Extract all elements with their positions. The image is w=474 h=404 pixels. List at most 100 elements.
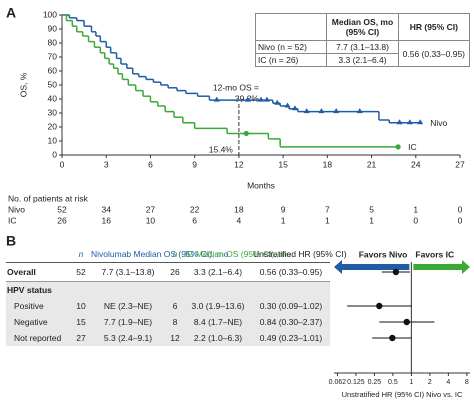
x-tick-label: 0.25	[368, 379, 382, 386]
hr-point	[392, 268, 400, 276]
x-tick-label: 15	[278, 159, 288, 169]
censor-mark	[318, 108, 325, 114]
table-cell: 0.56 (0.33–0.95)	[397, 40, 471, 67]
y-tick-label: 30	[48, 107, 58, 117]
x-axis-label: Months	[247, 180, 275, 190]
table-row: IC (n = 26) 3.3 (2.1–6.4)	[254, 53, 470, 67]
censor-mark	[333, 108, 340, 114]
annotation: Favors IC	[415, 249, 454, 259]
table-cell: 0.84 (0.30–2.37)	[252, 314, 330, 330]
table-cell: NE (2.3–NE)	[90, 298, 166, 314]
table-cell: IC (n = 26)	[254, 53, 328, 67]
table-cell: 52	[72, 262, 90, 282]
censor-mark	[291, 105, 298, 111]
arrow	[334, 260, 410, 274]
table-cell: Nivo (n = 52)	[254, 40, 328, 54]
x-tick-label: 2	[428, 379, 432, 386]
y-tick-label: 20	[48, 121, 58, 131]
hr-point	[389, 334, 396, 342]
y-tick-label: 50	[48, 79, 58, 89]
table-cell: 7.7 (1.9–NE)	[90, 314, 166, 330]
risk-value: 0	[413, 215, 418, 225]
table-cell: 27	[72, 330, 90, 346]
censor-mark	[356, 108, 363, 114]
table-cell: 3.3 (2.1–6.4)	[326, 53, 399, 67]
header-cell: n	[172, 249, 178, 259]
x-tick-label: 0	[60, 159, 65, 169]
y-axis-label: OS, %	[18, 72, 28, 97]
table-cell: Negative	[6, 314, 72, 330]
table-cell: 7.7 (3.1–13.8)	[90, 262, 166, 282]
table-cell: 0.56 (0.33–0.95)	[252, 262, 330, 282]
header-cell: IC Median OS (95% CI), mo	[185, 249, 291, 259]
x-tick-label: 21	[367, 159, 377, 169]
table-cell: 0.49 (0.23–1.01)	[252, 330, 330, 346]
table-row: Not reported 27 5.3 (2.4–9.1) 12 2.2 (1.0–6.…	[6, 330, 330, 346]
x-tick-label: 0.125	[347, 379, 365, 386]
y-tick-label: 90	[48, 23, 58, 33]
x-tick-label: 0.062	[329, 379, 347, 386]
censor-mark	[213, 96, 220, 102]
table-cell: 2.2 (1.0–6.3)	[184, 330, 252, 346]
risk-value: 10	[146, 215, 156, 225]
table-cell: 15	[72, 314, 90, 330]
table-cell: 3.3 (2.1–6.4)	[184, 262, 252, 282]
risk-value: 22	[190, 204, 200, 214]
risk-value: 1	[281, 215, 286, 225]
table-row: Negative 15 7.7 (1.9–NE) 8 8.4 (1.7–NE) 0.84 …	[6, 314, 330, 330]
table-cell: Positive	[6, 298, 72, 314]
table-cell: 26	[166, 262, 184, 282]
x-tick-label: 0.5	[388, 379, 398, 386]
header-cell: Median OS, mo (95% CI)	[326, 13, 399, 41]
x-tick-label: 24	[411, 159, 421, 169]
header-cell: n	[78, 249, 84, 259]
table-row: Overall 52 7.7 (3.1–13.8) 26 3.3 (2.1–6.4) 0.…	[6, 262, 330, 282]
table-cell: 3.0 (1.9–13.6)	[184, 298, 252, 314]
y-tick-label: 60	[48, 65, 58, 75]
risk-value: 18	[234, 204, 244, 214]
table-cell: 5.3 (2.4–9.1)	[90, 330, 166, 346]
censor-mark	[243, 130, 249, 137]
censor-mark	[303, 108, 310, 114]
risk-value: 1	[325, 215, 330, 225]
risk-value: 7	[325, 204, 330, 214]
table-cell: 0.30 (0.09–1.02)	[252, 298, 330, 314]
annotation: 12-mo OS =	[213, 82, 259, 92]
header-row: Median OS, mo (95% CI) HR (95% CI)	[254, 13, 471, 41]
y-tick-label: 10	[48, 135, 58, 145]
risk-value: 4	[237, 215, 242, 225]
risk-value: 27	[146, 204, 156, 214]
table-cell: 7.7 (3.1–13.8)	[326, 40, 399, 54]
hr-point	[403, 318, 410, 326]
risk-value: 0	[458, 215, 463, 225]
censor-mark	[395, 144, 401, 150]
table-row: Positive 10 NE (2.3–NE) 6 3.0 (1.9–13.6) 0.30…	[6, 298, 330, 314]
annotation: Favors Nivo	[359, 249, 408, 259]
x-tick-label: 18	[323, 159, 333, 169]
table-cell: 8.4 (1.7–NE)	[184, 314, 252, 330]
header-cell: Nivolumab Median OS (95% CI), mo	[91, 249, 229, 259]
header-cell: Unstratified HR (95% CI)	[253, 249, 347, 259]
table-cell: 12	[166, 330, 184, 346]
censor-mark	[244, 96, 251, 102]
header-row: n Nivolumab Median OS (95% CI), mo n IC Med…	[6, 246, 347, 263]
censor-mark	[274, 99, 281, 105]
header-cell	[254, 13, 328, 41]
y-tick-label: 80	[48, 37, 58, 47]
x-tick-label: 3	[104, 159, 109, 169]
x-tick-label: 9	[192, 159, 197, 169]
series-label: Nivo	[430, 118, 447, 128]
risk-row-label: Nivo	[8, 204, 25, 214]
subgroup-table: n Nivolumab Median OS (95% CI), mo n IC Med…	[6, 246, 347, 346]
panel-label: B	[6, 233, 16, 249]
x-tick-label: 8	[465, 379, 469, 386]
risk-value: 52	[57, 204, 67, 214]
table-cell: 6	[166, 298, 184, 314]
censor-mark	[406, 119, 413, 125]
risk-value: 5	[369, 204, 374, 214]
censor-mark	[258, 96, 264, 102]
x-tick-label: 1	[409, 379, 413, 386]
risk-value: 34	[101, 204, 111, 214]
censor-mark	[263, 96, 270, 102]
